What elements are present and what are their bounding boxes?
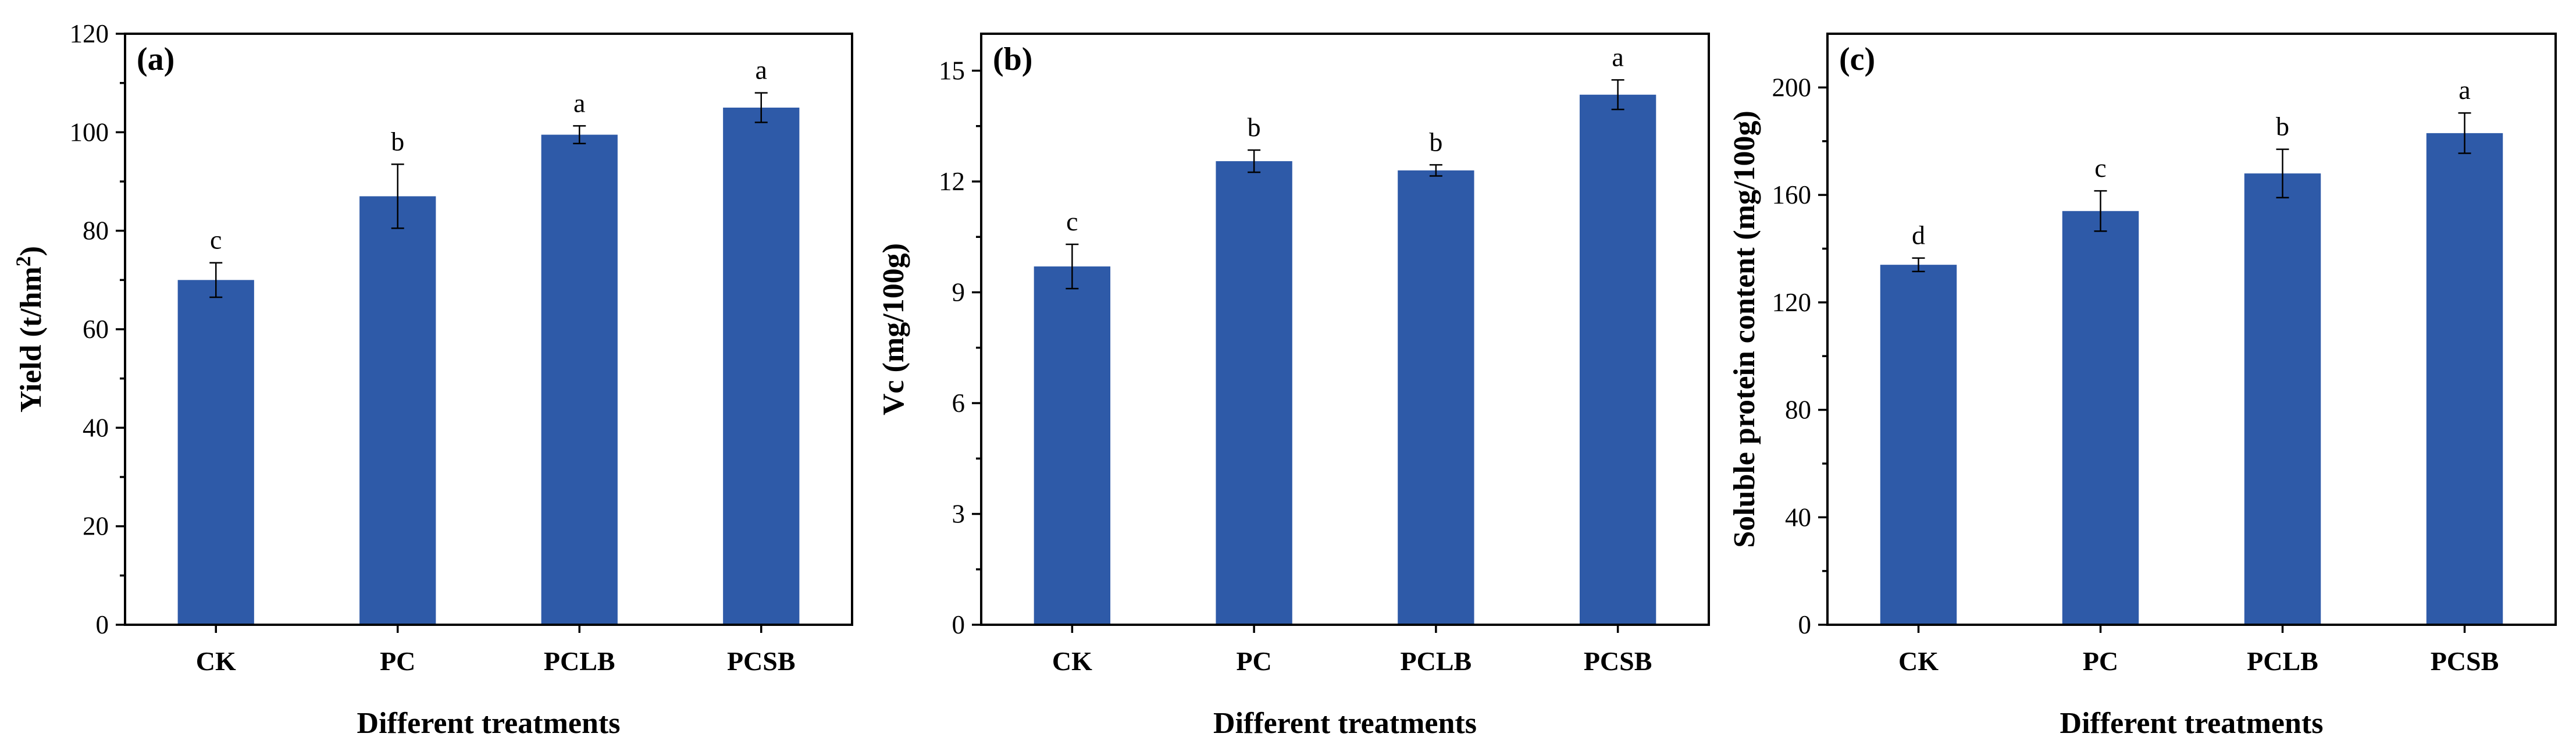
y-axis-title: Yield (t/hm2)	[12, 246, 48, 412]
panel-c: d CK c PC b PCLB a PCSB 0 40 80 120 160 200 (c) Differe…	[1728, 33, 2557, 740]
y-tick-label: 80	[1785, 396, 1811, 425]
y-axis-title: Vc (mg/100g)	[877, 243, 910, 415]
plot-frame	[980, 33, 1710, 626]
bar-pcsb	[723, 108, 800, 625]
x-tick-label-ck: CK	[1052, 646, 1092, 676]
x-axis-title: Different treatments	[1213, 707, 1477, 740]
x-tick-label-pclb: PCLB	[2247, 646, 2318, 676]
bar-ck	[1034, 266, 1111, 625]
y-tick-label: 40	[83, 413, 109, 442]
y-tick-label: 3	[952, 500, 965, 529]
bar-pc	[1216, 161, 1292, 625]
y-tick-label: 0	[952, 610, 965, 639]
y-tick-label: 120	[70, 19, 109, 48]
significance-label-pcsb: a	[1612, 42, 1623, 72]
x-tick-label-ck: CK	[196, 646, 236, 676]
significance-label-ck: c	[210, 225, 222, 255]
panel-b: c CK b PC b PCLB a PCSB 0 3 6 9 12 15 (b) Different tre…	[877, 33, 1710, 740]
x-tick-label-pc: PC	[1236, 646, 1271, 676]
bar-ck	[177, 280, 254, 625]
x-axis-title: Different treatments	[2060, 707, 2324, 740]
bar-pclb	[2244, 173, 2321, 625]
y-tick-label: 0	[96, 610, 109, 639]
plot-frame	[1826, 33, 2557, 626]
significance-label-pcsb: a	[756, 55, 767, 85]
significance-label-ck: c	[1066, 207, 1078, 236]
y-tick-label: 160	[1772, 180, 1812, 209]
bar-ck	[1880, 265, 1957, 625]
significance-label-ck: d	[1912, 220, 1925, 250]
y-tick-label: 6	[952, 389, 965, 418]
panel-label: (c)	[1839, 41, 1875, 77]
y-tick-label: 9	[952, 278, 965, 307]
significance-label-pc: c	[2094, 153, 2106, 183]
y-axis-title: Soluble protein content (mg/100g)	[1728, 111, 1761, 548]
bar-pclb	[1398, 170, 1474, 625]
panel-a: c CK b PC a PCLB a PCSB 0 20 40 60 80 100 120 (a) Differ…	[12, 19, 853, 740]
x-tick-label-pcsb: PCSB	[2431, 646, 2499, 676]
panel-label: (b)	[993, 41, 1032, 77]
x-tick-label-pc: PC	[380, 646, 415, 676]
significance-label-pc: b	[1248, 112, 1261, 142]
y-tick-label: 100	[70, 118, 109, 147]
y-tick-label: 200	[1772, 73, 1812, 102]
y-tick-label: 12	[939, 167, 965, 196]
y-tick-label: 80	[83, 216, 109, 245]
bar-pcsb	[2426, 133, 2503, 625]
y-tick-label: 15	[939, 56, 965, 86]
significance-label-pclb: a	[573, 88, 585, 118]
y-tick-label: 120	[1772, 288, 1812, 317]
x-tick-label-pc: PC	[2083, 646, 2118, 676]
bar-pc	[2062, 211, 2139, 625]
x-tick-label-pclb: PCLB	[544, 646, 615, 676]
x-tick-label-pcsb: PCSB	[727, 646, 796, 676]
y-tick-label: 20	[83, 512, 109, 541]
significance-label-pc: b	[391, 126, 404, 156]
x-tick-label-pclb: PCLB	[1401, 646, 1472, 676]
x-tick-label-pcsb: PCSB	[1584, 646, 1652, 676]
bar-pc	[359, 196, 436, 625]
significance-label-pcsb: a	[2459, 75, 2470, 105]
significance-label-pclb: b	[2276, 112, 2289, 141]
bar-pcsb	[1579, 94, 1656, 625]
x-axis-title: Different treatments	[357, 707, 621, 740]
significance-label-pclb: b	[1429, 127, 1442, 156]
y-tick-label: 60	[83, 315, 109, 344]
y-tick-label: 40	[1785, 503, 1811, 532]
x-tick-label-ck: CK	[1898, 646, 1939, 676]
y-tick-label: 0	[1798, 610, 1812, 639]
bar-pclb	[541, 134, 618, 625]
panel-label: (a)	[137, 41, 174, 77]
